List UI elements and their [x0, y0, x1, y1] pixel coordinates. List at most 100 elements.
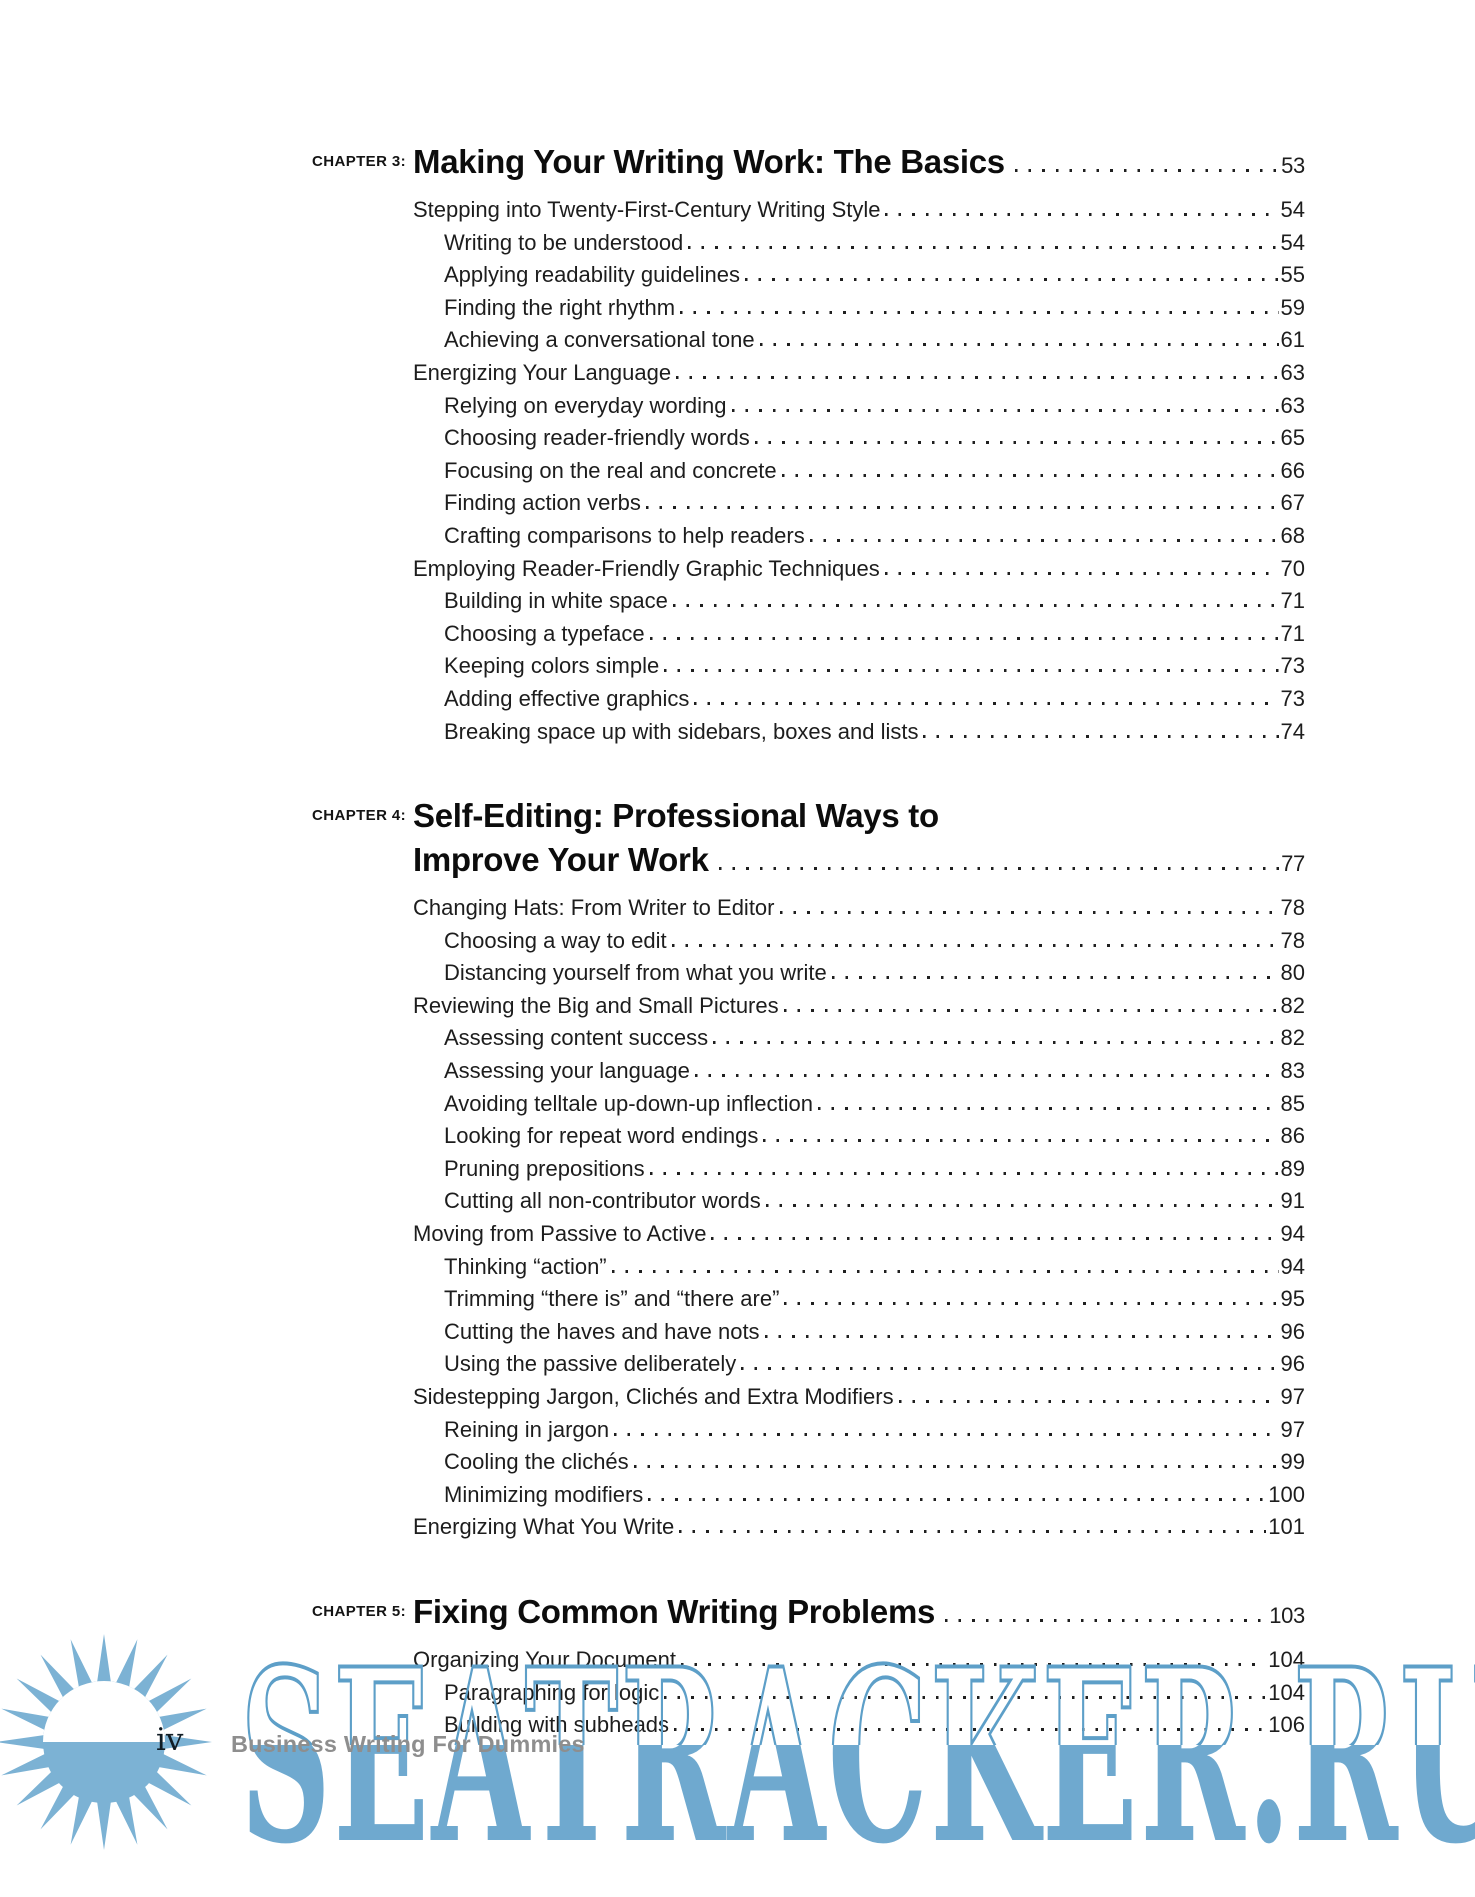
- toc-entry-page-number: 78: [1280, 895, 1305, 921]
- toc-entry-page-number: 97: [1280, 1384, 1305, 1409]
- dot-leader: [779, 911, 1279, 915]
- dot-leader: [885, 213, 1279, 216]
- toc-entry: Changing Hats: From Writer to Editor 78: [413, 892, 1305, 925]
- dot-leader: [611, 1269, 1279, 1273]
- dot-leader: [817, 1106, 1279, 1110]
- toc-entry: Pruning prepositions 89: [413, 1153, 1305, 1186]
- chapter-title-text: Fixing Common Writing Problems: [413, 1592, 936, 1630]
- dot-leader: [718, 867, 1280, 871]
- toc-entry-page-number: 59: [1280, 294, 1305, 320]
- toc-entry-title: Trimming “there is” and “there are”: [444, 1286, 780, 1312]
- toc-entry-page-number: 80: [1280, 960, 1305, 986]
- toc-entry-title: Building in white space: [444, 588, 668, 614]
- dot-leader: [664, 669, 1279, 673]
- toc-entry-page-number: 101: [1268, 1514, 1305, 1540]
- dot-leader: [648, 1497, 1267, 1501]
- dot-leader: [781, 473, 1279, 477]
- dot-leader: [633, 1465, 1279, 1469]
- toc-entry-page-number: 55: [1280, 262, 1305, 288]
- toc-entry: Looking for repeat word endings 86: [413, 1120, 1305, 1153]
- toc-entry-page-number: 100: [1268, 1481, 1305, 1507]
- dot-leader: [713, 1041, 1279, 1045]
- toc-entry-page-number: 82: [1280, 992, 1305, 1018]
- chapter-page-number: 103: [1269, 1602, 1305, 1628]
- toc-entry: Distancing yourself from what you write …: [413, 957, 1305, 990]
- toc-entry-title: Building with subheads: [444, 1712, 670, 1738]
- toc-entry: Energizing What You Write 101: [413, 1511, 1305, 1544]
- dot-leader: [783, 1008, 1279, 1012]
- toc-entry-title: Changing Hats: From Writer to Editor: [413, 895, 775, 921]
- chapter-label: CHAPTER 3:: [312, 153, 407, 170]
- toc-entry: Thinking “action” 94: [413, 1251, 1305, 1284]
- toc-entry: Crafting comparisons to help readers 68: [413, 520, 1305, 553]
- toc-entry-page-number: 61: [1280, 327, 1305, 353]
- toc-entry: Avoiding telltale up-down-up inflection …: [413, 1088, 1305, 1121]
- toc-entry-page-number: 73: [1280, 685, 1305, 711]
- toc-entry: Stepping into Twenty-First-Century Writi…: [413, 194, 1305, 227]
- toc-entry-title: Sidestepping Jargon, Clichés and Extra M…: [413, 1384, 894, 1409]
- dot-leader: [672, 604, 1279, 608]
- toc-entry-title: Avoiding telltale up-down-up inflection: [444, 1090, 813, 1116]
- toc-entry-page-number: 96: [1280, 1351, 1305, 1377]
- chapter-entries: Stepping into Twenty-First-Century Writi…: [413, 194, 1305, 748]
- toc-entry-title: Breaking space up with sidebars, boxes a…: [444, 718, 919, 744]
- dot-leader: [898, 1400, 1279, 1403]
- toc-entry: Applying readability guidelines 55: [413, 259, 1305, 292]
- toc-entry: Reining in jargon 97: [413, 1414, 1305, 1447]
- toc-entry: Paragraphing for logic 104: [413, 1677, 1305, 1710]
- toc-entry: Choosing a typeface 71: [413, 618, 1305, 651]
- toc-entry-title: Looking for repeat word endings: [444, 1123, 759, 1149]
- toc-entry: Reviewing the Big and Small Pictures 82: [413, 990, 1305, 1023]
- toc-entry: Focusing on the real and concrete 66: [413, 455, 1305, 488]
- dot-leader: [1014, 169, 1280, 172]
- toc-entry: Finding action verbs 67: [413, 487, 1305, 520]
- toc-entry-title: Adding effective graphics: [444, 685, 690, 711]
- chapter-heading: Making Your Writing Work: The Basics 53: [413, 140, 1305, 188]
- toc-entry-page-number: 96: [1280, 1318, 1305, 1344]
- toc-entry-title: Stepping into Twenty-First-Century Writi…: [413, 197, 881, 222]
- toc-entry-title: Minimizing modifiers: [444, 1481, 644, 1507]
- toc-entry-page-number: 94: [1280, 1253, 1305, 1279]
- toc-entry-page-number: 63: [1280, 359, 1305, 385]
- toc-entry-title: Reining in jargon: [444, 1416, 610, 1442]
- toc-entry-title: Focusing on the real and concrete: [444, 457, 777, 483]
- chapter-page-number: 77: [1281, 851, 1305, 877]
- dot-leader: [945, 1618, 1268, 1622]
- toc-entry: Choosing reader-friendly words 65: [413, 422, 1305, 455]
- toc-entry-title: Energizing What You Write: [413, 1514, 675, 1540]
- toc-entry-page-number: 89: [1280, 1155, 1305, 1181]
- toc-entry: Assessing your language 83: [413, 1055, 1305, 1088]
- dot-leader: [741, 1367, 1279, 1371]
- toc-entry-page-number: 106: [1268, 1712, 1305, 1738]
- toc-entry-page-number: 104: [1268, 1646, 1305, 1672]
- toc-entry-title: Choosing a typeface: [444, 620, 645, 646]
- toc-entry-page-number: 91: [1280, 1188, 1305, 1214]
- dot-leader: [923, 734, 1279, 738]
- toc-entry-title: Thinking “action”: [444, 1253, 607, 1279]
- toc-entry-title: Employing Reader-Friendly Graphic Techni…: [413, 555, 880, 581]
- toc-entry-page-number: 94: [1280, 1221, 1305, 1247]
- chapter-title-text: Improve Your Work: [413, 841, 709, 879]
- chapter-label: CHAPTER 5:: [312, 1602, 407, 1620]
- toc-chapter: CHAPTER 4: Self-Editing: Professional Wa…: [312, 794, 1305, 1544]
- toc-entry: Trimming “there is” and “there are” 95: [413, 1283, 1305, 1316]
- dot-leader: [711, 1237, 1279, 1241]
- dot-leader: [763, 1139, 1279, 1143]
- chapter-heading: Fixing Common Writing Problems 103: [413, 1590, 1305, 1638]
- dot-leader: [680, 310, 1279, 314]
- toc-entry: Cutting the haves and have nots 96: [413, 1316, 1305, 1349]
- toc-entry-title: Cutting the haves and have nots: [444, 1318, 760, 1344]
- toc-entry: Achieving a conversational tone 61: [413, 324, 1305, 357]
- toc-entry-page-number: 63: [1280, 392, 1305, 418]
- toc-entry-title: Reviewing the Big and Small Pictures: [413, 992, 779, 1018]
- chapter-entries: Organizing Your Document 104 Paragraphin…: [413, 1644, 1305, 1742]
- toc-entry-page-number: 70: [1280, 555, 1305, 581]
- dot-leader: [674, 1728, 1267, 1732]
- dot-leader: [694, 1074, 1279, 1078]
- toc-entry-page-number: 71: [1280, 588, 1305, 614]
- toc-entry-page-number: 99: [1280, 1449, 1305, 1475]
- chapter-title-line: Fixing Common Writing Problems 103: [413, 1590, 1305, 1638]
- toc-entry: Cooling the clichés 99: [413, 1446, 1305, 1479]
- toc-entry: Adding effective graphics 73: [413, 683, 1305, 716]
- toc-entry-title: Crafting comparisons to help readers: [444, 522, 805, 548]
